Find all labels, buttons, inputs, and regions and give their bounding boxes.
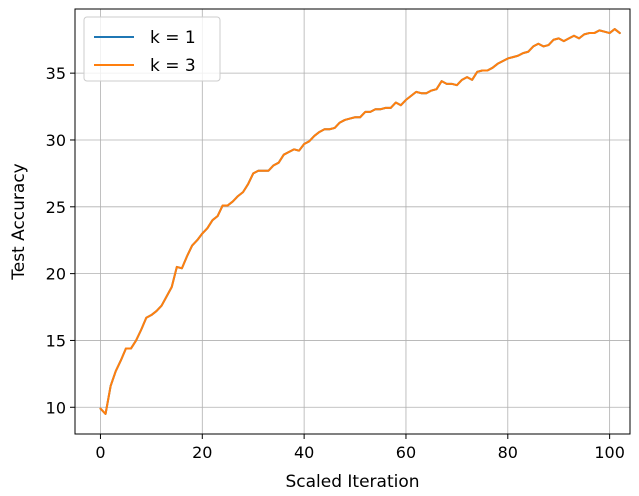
y-axis-label: Test Accuracy [9,163,29,281]
x-tick-label: 80 [498,443,518,462]
x-tick-label: 40 [294,443,314,462]
x-tick-label: 0 [95,443,105,462]
y-tick-label: 15 [46,331,66,350]
x-tick-label: 100 [594,443,625,462]
x-axis-label: Scaled Iteration [285,472,419,492]
y-tick-label: 35 [46,64,66,83]
series-line-k3 [99,28,621,415]
y-tick-label: 10 [46,398,66,417]
y-tick-label: 20 [46,265,66,284]
axis-ticks: 0 20 40 60 80 100 10 15 20 25 30 35 [46,64,625,462]
legend-label-k1: k = 1 [150,28,196,48]
legend-label-k3: k = 3 [150,56,196,76]
x-tick-label: 60 [396,443,416,462]
series-layer [99,28,621,415]
plot-area-frame [74,8,631,435]
series-line-k1 [99,28,621,415]
y-tick-label: 30 [46,131,66,150]
legend: k = 1 k = 3 [83,16,221,82]
x-tick-label: 20 [192,443,212,462]
y-tick-label: 25 [46,198,66,217]
